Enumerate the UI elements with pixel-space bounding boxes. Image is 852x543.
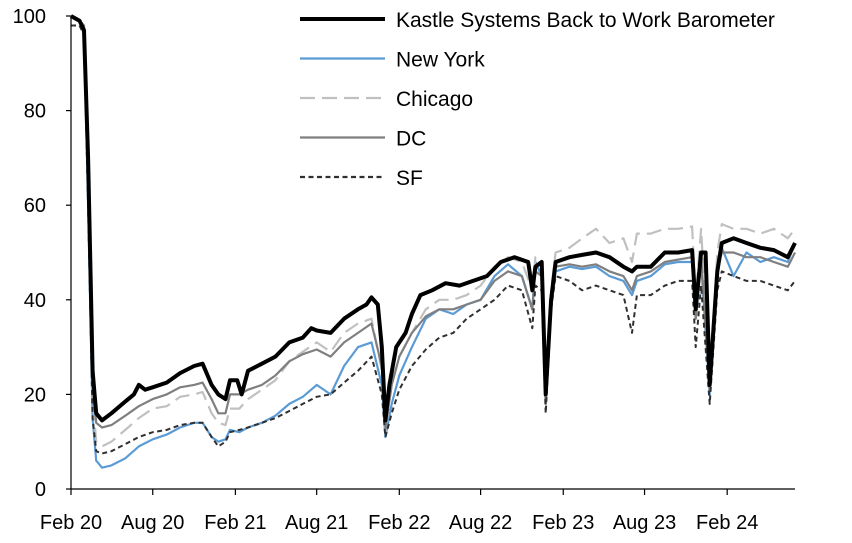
series-line-2 (70, 15, 796, 448)
y-tick-label-80: 80 (24, 101, 46, 123)
x-tick-label-6: Feb 23 (532, 512, 594, 534)
series-line-3 (70, 15, 796, 429)
x-tick-label-1: Aug 20 (121, 512, 184, 534)
y-tick-label-100: 100 (13, 6, 46, 28)
legend-label-0: Kastle Systems Back to Work Barometer (396, 9, 775, 32)
x-tick-label-7: Aug 23 (613, 512, 676, 534)
series-line-4 (71, 24, 796, 455)
series-line-0 (70, 14, 797, 423)
x-tick-label-0: Feb 20 (40, 512, 102, 534)
x-tick-label-2: Feb 21 (204, 512, 266, 534)
y-tick-label-0: 0 (35, 479, 46, 501)
legend: Kastle Systems Back to Work Barometer New… (300, 9, 775, 190)
x-tick-label-8: Feb 24 (696, 512, 758, 534)
axes-layer: 0 20 40 60 80 100 Feb 20 Aug 20 Feb 21 Aug 21 Feb … (13, 6, 795, 534)
legend-label-2: Chicago (396, 88, 473, 111)
series-layer (70, 14, 797, 469)
legend-label-4: SF (396, 167, 423, 190)
y-tick-label-40: 40 (24, 290, 46, 312)
y-tick-label-20: 20 (24, 384, 46, 406)
legend-label-1: New York (396, 49, 485, 72)
series-line-1 (70, 15, 797, 469)
x-tick-label-3: Aug 21 (285, 512, 348, 534)
legend-label-3: DC (396, 128, 426, 151)
x-tick-label-5: Aug 22 (449, 512, 512, 534)
y-tick-label-60: 60 (24, 195, 46, 217)
x-tick-label-4: Feb 22 (368, 512, 430, 534)
